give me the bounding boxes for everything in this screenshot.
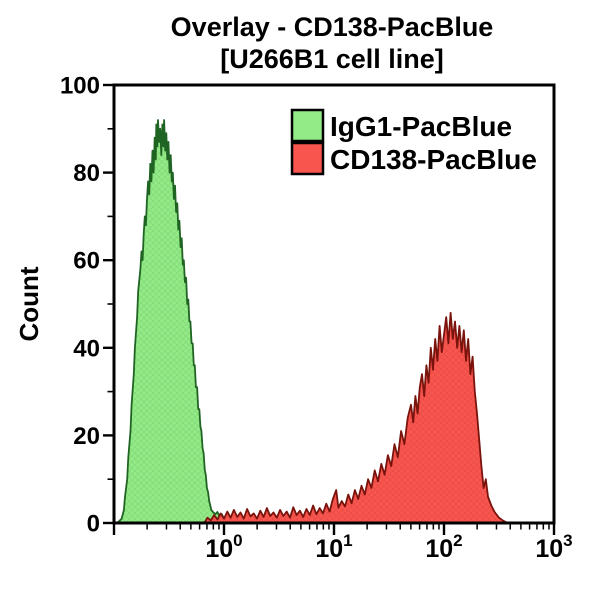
y-tick-label: 100 <box>60 73 100 100</box>
chart-title-line2: [U266B1 cell line] <box>220 44 444 74</box>
y-tick-label: 60 <box>73 248 100 275</box>
y-axis-label: Count <box>14 266 44 341</box>
y-tick-label: 0 <box>87 511 100 538</box>
legend-swatch-igg1 <box>290 108 325 143</box>
chart-title-line1: Overlay - CD138-PacBlue <box>171 12 494 42</box>
legend-label-cd138: CD138-PacBlue <box>330 144 537 175</box>
x-tick-label: 103 <box>535 531 572 563</box>
x-tick-label: 100 <box>205 531 242 563</box>
legend-swatch-cd138 <box>290 141 325 176</box>
legend: IgG1-PacBlue CD138-PacBlue <box>290 108 537 176</box>
plot-frame <box>112 83 556 525</box>
x-tick-label: 101 <box>315 531 352 563</box>
y-tick-label: 20 <box>73 423 100 450</box>
x-tick-label: 102 <box>425 531 462 563</box>
y-tick-label: 80 <box>73 160 100 187</box>
y-tick-label: 40 <box>73 335 100 362</box>
legend-label-igg1: IgG1-PacBlue <box>330 111 512 142</box>
series-area-igg1-pacblue <box>116 119 267 524</box>
series-layer <box>116 119 509 524</box>
series-area-cd138-pacblue <box>203 311 509 524</box>
